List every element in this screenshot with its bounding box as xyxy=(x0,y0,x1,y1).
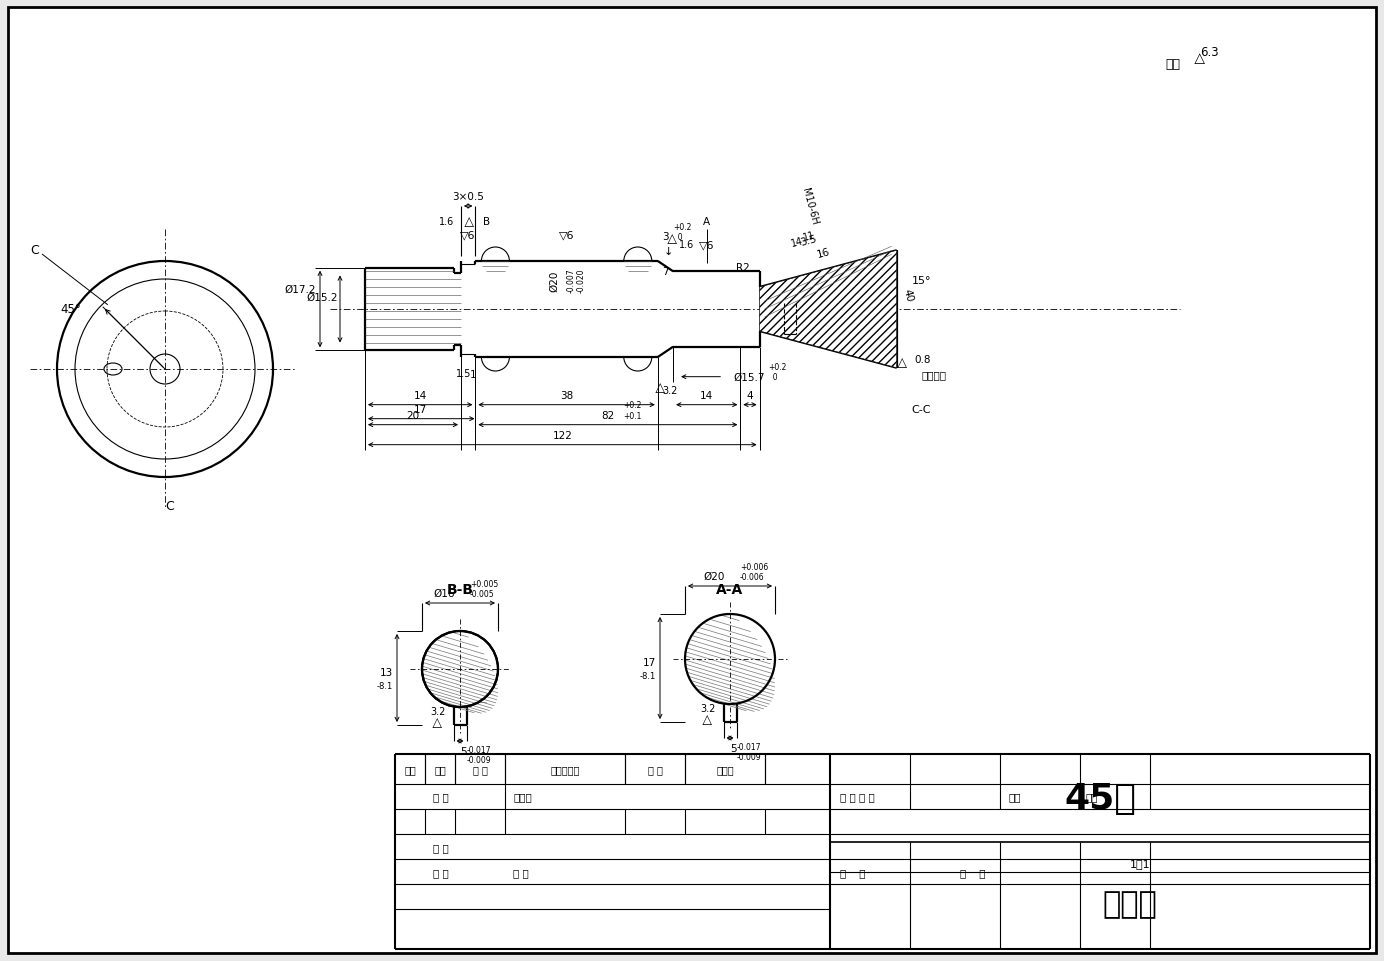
Text: 阶 段 标 记: 阶 段 标 记 xyxy=(840,791,875,801)
Text: 20: 20 xyxy=(407,410,419,420)
Text: 工 艺: 工 艺 xyxy=(433,867,448,877)
Text: C: C xyxy=(30,243,39,257)
Text: +0.2
  0: +0.2 0 xyxy=(674,223,692,242)
Text: 14: 14 xyxy=(700,390,713,401)
Text: 标准化: 标准化 xyxy=(513,791,531,801)
Text: 抛光镀铬: 抛光镀铬 xyxy=(922,370,947,380)
Text: ▽: ▽ xyxy=(464,213,473,227)
Text: 11: 11 xyxy=(801,231,817,243)
Text: 比例: 比例 xyxy=(1085,791,1098,801)
Polygon shape xyxy=(760,251,897,368)
Text: 1.6: 1.6 xyxy=(439,217,454,227)
Text: 3.2: 3.2 xyxy=(700,703,716,713)
Text: 14: 14 xyxy=(789,236,804,249)
Text: Ø17.2: Ø17.2 xyxy=(285,284,316,295)
Text: +0.005
-0.005: +0.005 -0.005 xyxy=(471,579,498,599)
Text: 40: 40 xyxy=(902,287,915,303)
Text: -0.017
-0.009: -0.017 -0.009 xyxy=(738,742,761,762)
Text: 14: 14 xyxy=(414,390,426,401)
Text: 38: 38 xyxy=(561,390,573,401)
Text: ▽: ▽ xyxy=(897,356,907,368)
Text: C: C xyxy=(166,500,174,512)
Text: 13: 13 xyxy=(379,667,393,678)
Text: -8.1: -8.1 xyxy=(639,672,656,680)
Circle shape xyxy=(422,631,498,707)
Text: 17: 17 xyxy=(414,405,426,414)
Text: 1.6: 1.6 xyxy=(680,240,695,250)
Text: 签 名: 签 名 xyxy=(648,764,663,775)
Text: 年月日: 年月日 xyxy=(716,764,734,775)
Text: 更改文件号: 更改文件号 xyxy=(551,764,580,775)
Text: 4: 4 xyxy=(746,390,753,401)
Text: 重量: 重量 xyxy=(1008,791,1020,801)
Text: ↓: ↓ xyxy=(664,247,673,257)
Text: C-C: C-C xyxy=(912,405,931,414)
Text: 第    张: 第 张 xyxy=(960,867,985,877)
Text: B: B xyxy=(483,217,490,227)
Text: A: A xyxy=(703,217,710,227)
Text: 3.2: 3.2 xyxy=(430,706,446,716)
Text: 16: 16 xyxy=(815,246,830,259)
Text: 5: 5 xyxy=(459,747,466,756)
Text: 3×0.5: 3×0.5 xyxy=(453,192,484,202)
Circle shape xyxy=(685,614,775,704)
Text: Ø16: Ø16 xyxy=(433,588,455,599)
Text: 0.8: 0.8 xyxy=(915,355,931,364)
Text: Ø15.2: Ø15.2 xyxy=(306,293,338,303)
Text: 45°: 45° xyxy=(60,303,80,315)
Text: 45钢: 45钢 xyxy=(1064,781,1136,815)
Text: -0.007
-0.020: -0.007 -0.020 xyxy=(566,268,585,293)
Text: 共    张: 共 张 xyxy=(840,867,865,877)
Text: -8.1: -8.1 xyxy=(376,681,393,691)
Text: -0.017
-0.009: -0.017 -0.009 xyxy=(466,745,491,765)
Text: 1.5: 1.5 xyxy=(457,369,472,379)
Text: Ø15.7: Ø15.7 xyxy=(734,372,764,382)
Text: ▽: ▽ xyxy=(655,380,664,393)
Text: 7: 7 xyxy=(662,267,668,277)
Text: M10-6H: M10-6H xyxy=(800,187,819,226)
Text: +0.2
  0: +0.2 0 xyxy=(768,362,786,382)
Text: 审 核: 审 核 xyxy=(433,842,448,852)
Text: 15°: 15° xyxy=(912,276,931,285)
Text: 处数: 处数 xyxy=(435,764,446,775)
Text: 82: 82 xyxy=(601,410,614,420)
Text: ▽6: ▽6 xyxy=(699,240,714,250)
Text: ▽: ▽ xyxy=(1194,51,1204,65)
Text: ▽: ▽ xyxy=(702,712,711,725)
Text: 122: 122 xyxy=(552,431,572,440)
Text: 1：1: 1：1 xyxy=(1129,858,1150,869)
Text: 其余: 其余 xyxy=(1165,59,1181,71)
Text: 手柄轴: 手柄轴 xyxy=(1103,889,1157,918)
Text: Ø20: Ø20 xyxy=(549,270,559,291)
Text: Ø20: Ø20 xyxy=(703,572,725,581)
Text: 批 准: 批 准 xyxy=(513,867,529,877)
Text: 标记: 标记 xyxy=(404,764,415,775)
Text: 3: 3 xyxy=(662,232,668,242)
Text: +0.2
+0.1: +0.2 +0.1 xyxy=(623,401,641,420)
Text: A-A: A-A xyxy=(717,582,743,597)
Text: 设 计: 设 计 xyxy=(433,791,448,801)
Text: R2: R2 xyxy=(736,262,750,273)
Text: ▽6: ▽6 xyxy=(559,230,574,239)
Text: ▽6: ▽6 xyxy=(461,230,476,239)
Text: 分 区: 分 区 xyxy=(472,764,487,775)
Text: 3.2: 3.2 xyxy=(662,385,678,396)
Text: 17: 17 xyxy=(642,657,656,667)
Text: 5: 5 xyxy=(729,743,736,753)
Text: B-B: B-B xyxy=(447,582,473,597)
Text: 3.5: 3.5 xyxy=(799,234,818,247)
Text: ▽: ▽ xyxy=(667,231,677,244)
Text: +0.006
-0.006: +0.006 -0.006 xyxy=(740,562,768,581)
Text: 1: 1 xyxy=(471,370,476,380)
Text: 6.3: 6.3 xyxy=(1200,45,1219,59)
Text: ▽: ▽ xyxy=(432,715,441,727)
